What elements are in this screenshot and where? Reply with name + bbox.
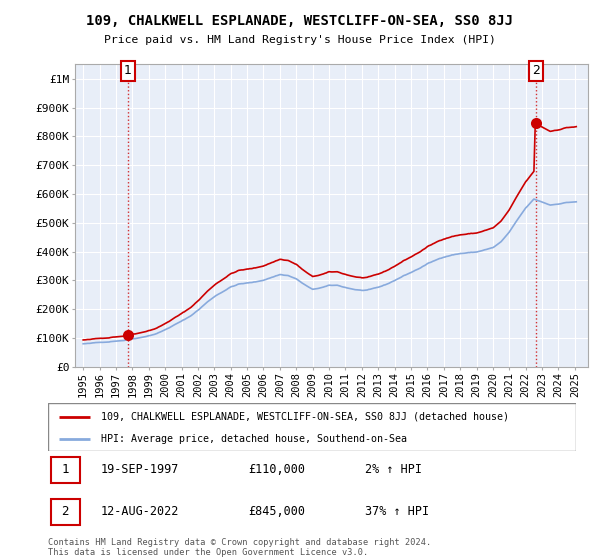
Text: Price paid vs. HM Land Registry's House Price Index (HPI): Price paid vs. HM Land Registry's House … [104,35,496,45]
Text: 2% ↑ HPI: 2% ↑ HPI [365,463,422,477]
FancyBboxPatch shape [50,457,80,483]
Text: 37% ↑ HPI: 37% ↑ HPI [365,505,429,518]
Text: 109, CHALKWELL ESPLANADE, WESTCLIFF-ON-SEA, SS0 8JJ (detached house): 109, CHALKWELL ESPLANADE, WESTCLIFF-ON-S… [101,412,509,422]
FancyBboxPatch shape [50,498,80,525]
Text: £110,000: £110,000 [248,463,305,477]
Text: 1: 1 [124,64,132,77]
Text: 109, CHALKWELL ESPLANADE, WESTCLIFF-ON-SEA, SS0 8JJ: 109, CHALKWELL ESPLANADE, WESTCLIFF-ON-S… [86,14,514,28]
Text: 2: 2 [61,505,69,518]
Text: Contains HM Land Registry data © Crown copyright and database right 2024.
This d: Contains HM Land Registry data © Crown c… [48,538,431,557]
Text: HPI: Average price, detached house, Southend-on-Sea: HPI: Average price, detached house, Sout… [101,434,407,444]
FancyBboxPatch shape [48,403,576,451]
Text: £845,000: £845,000 [248,505,305,518]
Text: 1: 1 [61,463,69,477]
Text: 2: 2 [532,64,540,77]
Text: 19-SEP-1997: 19-SEP-1997 [101,463,179,477]
Text: 12-AUG-2022: 12-AUG-2022 [101,505,179,518]
